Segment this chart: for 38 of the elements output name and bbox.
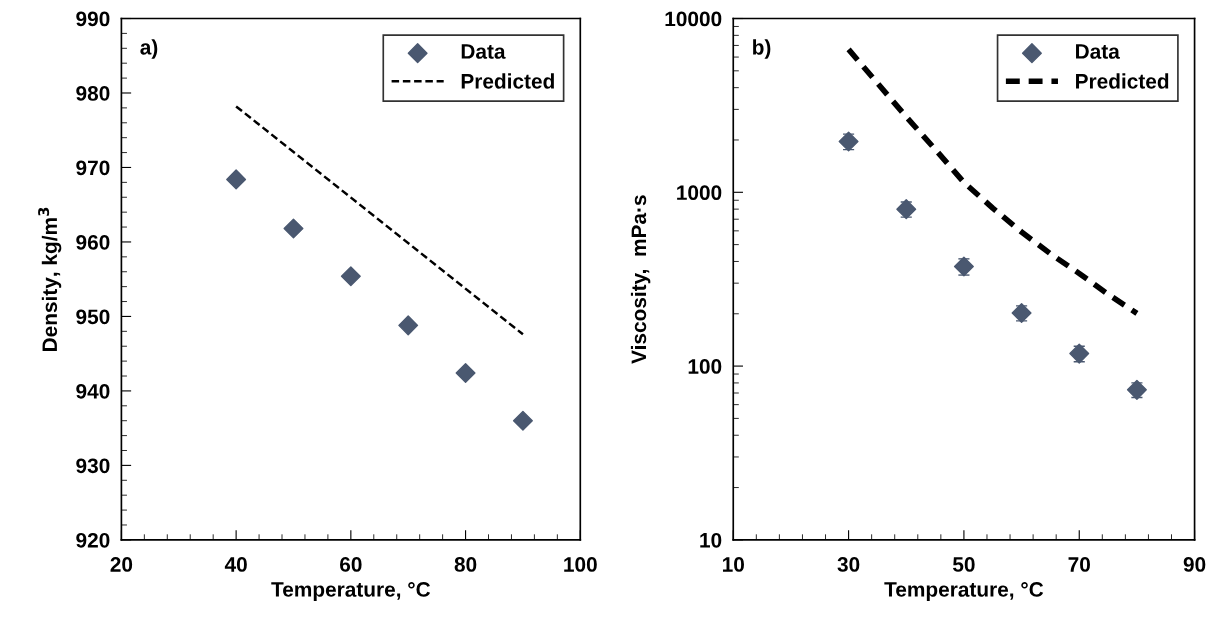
point — [398, 315, 419, 336]
x-tick-label: 40 — [224, 557, 247, 572]
point — [512, 410, 533, 431]
x-tick-label: 50 — [952, 557, 975, 572]
x-axis-title: Temperature, °C — [271, 582, 431, 601]
y-tick-label: 940 — [76, 383, 110, 399]
x-tick-label: 60 — [340, 557, 362, 572]
annotation: b) — [753, 39, 771, 59]
y-tick-label: 950 — [76, 309, 110, 325]
legend-label: Predicted — [461, 73, 554, 89]
y-axis-title: Viscosity, mPa·s — [630, 195, 651, 364]
y-tick-label: 980 — [76, 85, 110, 101]
y-tick-label: 990 — [76, 11, 110, 27]
x-tick-label: 70 — [1068, 557, 1090, 572]
y-tick-label: 10000 — [665, 11, 722, 27]
x-axis-title: Temperature, °C — [884, 582, 1044, 601]
point — [340, 266, 361, 287]
y-tick-label: 960 — [76, 234, 110, 250]
legend-label: Predicted — [1076, 73, 1169, 89]
point — [226, 169, 247, 190]
y-tick-label: 970 — [76, 160, 110, 176]
x-tick-label: 90 — [1183, 557, 1206, 572]
y-tick-label: 930 — [76, 458, 110, 474]
y-tick-label: 920 — [76, 532, 110, 548]
x-tick-label: 100 — [564, 557, 597, 572]
point — [283, 218, 304, 239]
y-tick-label: 10 — [700, 532, 722, 548]
legend-label: Data — [461, 44, 506, 59]
y-tick-label: 1000 — [677, 185, 722, 201]
x-tick-label: 30 — [837, 557, 860, 572]
x-tick-label: 80 — [454, 557, 477, 572]
y-tick-label: 100 — [688, 359, 722, 374]
legend-label: Data — [1076, 44, 1120, 59]
annotation: a) — [140, 39, 158, 59]
y-axis-title: Density, kg/m$^{3}$ — [38, 207, 62, 352]
point — [455, 363, 476, 384]
x-tick-label: 10 — [722, 557, 744, 572]
x-tick-label: 20 — [110, 557, 133, 572]
